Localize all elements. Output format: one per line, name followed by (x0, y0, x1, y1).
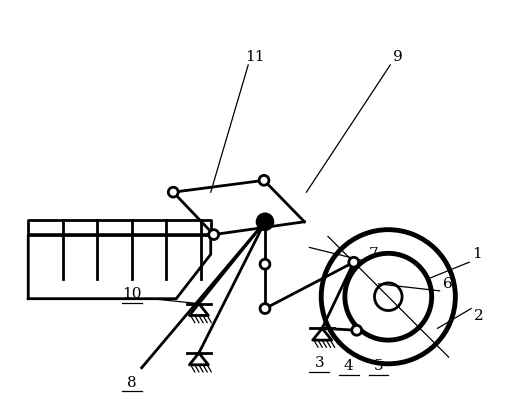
Circle shape (260, 303, 270, 314)
Text: 9: 9 (393, 50, 403, 64)
Circle shape (259, 175, 269, 185)
Text: 5: 5 (374, 359, 383, 373)
Circle shape (260, 259, 270, 269)
Text: 7: 7 (369, 247, 378, 261)
Text: 2: 2 (474, 310, 484, 324)
Text: 8: 8 (127, 375, 136, 389)
Text: 11: 11 (246, 50, 265, 64)
Text: 6: 6 (443, 277, 452, 291)
Text: 1: 1 (472, 247, 482, 261)
Circle shape (352, 325, 362, 335)
Circle shape (349, 257, 359, 267)
Circle shape (257, 214, 273, 230)
Text: 4: 4 (344, 359, 354, 373)
Text: 10: 10 (122, 287, 142, 301)
Circle shape (168, 187, 178, 197)
Circle shape (209, 230, 219, 240)
Text: 3: 3 (315, 356, 324, 370)
